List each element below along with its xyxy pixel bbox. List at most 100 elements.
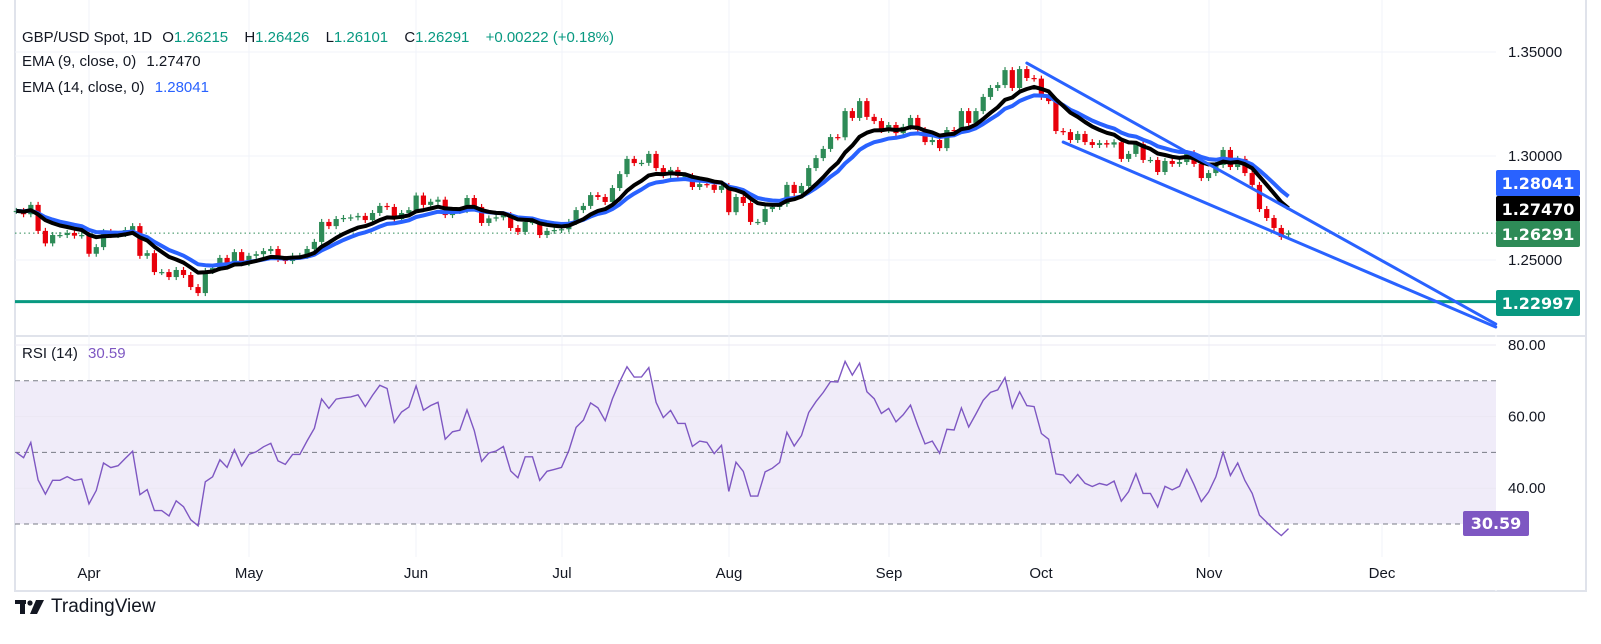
change-value: +0.00222 (+0.18%) — [485, 29, 614, 46]
open-label: O — [162, 29, 174, 46]
candle-body — [137, 226, 143, 256]
candle-body — [260, 251, 267, 255]
candle-body — [71, 232, 78, 236]
candle-body — [915, 117, 921, 130]
candle-body — [798, 185, 805, 194]
candle-body — [173, 269, 179, 278]
candle-body — [319, 221, 325, 242]
candle-body — [35, 204, 41, 231]
candle-body — [631, 158, 637, 164]
candle-body — [1104, 143, 1110, 145]
ema9-legend[interactable]: EMA (9, close, 0) 1.27470 — [22, 53, 207, 70]
candle-body — [878, 121, 885, 130]
price-tag-label: 1.27470 — [1502, 200, 1575, 219]
candle-body — [784, 184, 790, 204]
candle-body — [980, 96, 986, 112]
candle-body — [987, 87, 994, 97]
candle-body — [711, 184, 717, 190]
price-tag-ema14: 1.28041 — [1496, 170, 1580, 196]
candle-body — [609, 188, 616, 202]
close-label: C — [404, 29, 416, 46]
candle-body — [697, 184, 703, 187]
candle-body — [188, 274, 194, 288]
candle-body — [1053, 101, 1059, 132]
price-tick-label: 1.25000 — [1508, 252, 1562, 269]
tradingview-logo[interactable]: TradingView — [15, 596, 156, 618]
rsi-tag-label: 30.59 — [1471, 514, 1522, 533]
candle-body — [100, 231, 107, 248]
candle-body — [1147, 159, 1154, 162]
open-value: 1.26215 — [173, 29, 229, 46]
tradingview-logo-icon — [15, 600, 44, 614]
candle-body — [508, 215, 514, 228]
candle-body — [493, 217, 499, 219]
trendline — [1025, 61, 1498, 326]
candle-body — [740, 196, 746, 204]
price-tag-last-price: 1.26291 — [1496, 221, 1580, 247]
price-tag-ema9: 1.27470 — [1496, 196, 1580, 222]
rsi-legend[interactable]: RSI (14) 30.59 — [22, 345, 132, 362]
candle-body — [806, 168, 812, 186]
candle-body — [86, 235, 92, 254]
candle-body — [966, 111, 972, 123]
candle-body — [1256, 184, 1263, 210]
candle-body — [333, 219, 339, 227]
candle-body — [951, 130, 957, 132]
candle-body — [1016, 69, 1023, 88]
candle-body — [551, 230, 557, 232]
rsi-tag: 30.59 — [1463, 511, 1529, 536]
candle-body — [57, 235, 63, 237]
candle-body — [682, 175, 688, 178]
x-tick-label: Jul — [552, 565, 571, 582]
candle-body — [1060, 131, 1066, 133]
ema14-legend[interactable]: EMA (14, close, 0) 1.28041 — [22, 79, 215, 96]
candle-body — [464, 198, 470, 211]
candle-body — [340, 217, 347, 220]
x-tick-label: Apr — [77, 565, 100, 582]
candle-body — [195, 287, 201, 294]
candle-body — [471, 198, 477, 207]
ema9-value: 1.27470 — [146, 53, 201, 70]
rsi-line — [15, 359, 1289, 537]
candle-body — [1176, 162, 1183, 164]
candle-body — [602, 196, 608, 202]
candle-body — [769, 206, 775, 210]
candle-body — [362, 215, 368, 221]
candle-body — [1155, 159, 1161, 173]
price-tag-bg — [1496, 170, 1580, 196]
candle-body — [246, 255, 252, 264]
candle-body — [151, 253, 158, 273]
rsi-tick-label: 60.00 — [1508, 409, 1546, 426]
x-tick-label: Dec — [1369, 565, 1396, 582]
x-tick-label: Sep — [876, 565, 903, 582]
candle-body — [478, 206, 485, 223]
high-item: H1.26426 — [244, 29, 315, 46]
candle-body — [864, 101, 870, 117]
x-tick-label: Jun — [404, 565, 428, 582]
candle-body — [275, 248, 281, 259]
candle-body — [144, 253, 150, 256]
candle-body — [944, 130, 950, 149]
price-tag-bg — [1496, 290, 1580, 316]
candle-body — [660, 168, 666, 176]
candle-body — [1031, 78, 1037, 80]
candle-body — [1002, 70, 1008, 86]
rsi-tag-bg — [1463, 511, 1529, 536]
candle-body — [849, 111, 855, 118]
candle-body — [558, 229, 565, 231]
ema9-label: EMA (9, close, 0) — [22, 53, 137, 70]
price-tick-label: 1.35000 — [1508, 44, 1562, 61]
candle-body — [348, 217, 354, 219]
candle-body — [653, 153, 659, 169]
candle-body — [638, 162, 645, 165]
candle-body — [1009, 70, 1015, 88]
candle-body — [384, 205, 390, 208]
candle-body — [1024, 69, 1030, 78]
symbol-title: GBP/USD Spot, 1D — [22, 29, 153, 46]
candle-body — [1067, 132, 1074, 140]
candle-body — [377, 205, 383, 213]
open-item: O1.26215 — [162, 29, 234, 46]
x-tick-label: Nov — [1196, 565, 1223, 582]
candle-body — [522, 221, 528, 232]
